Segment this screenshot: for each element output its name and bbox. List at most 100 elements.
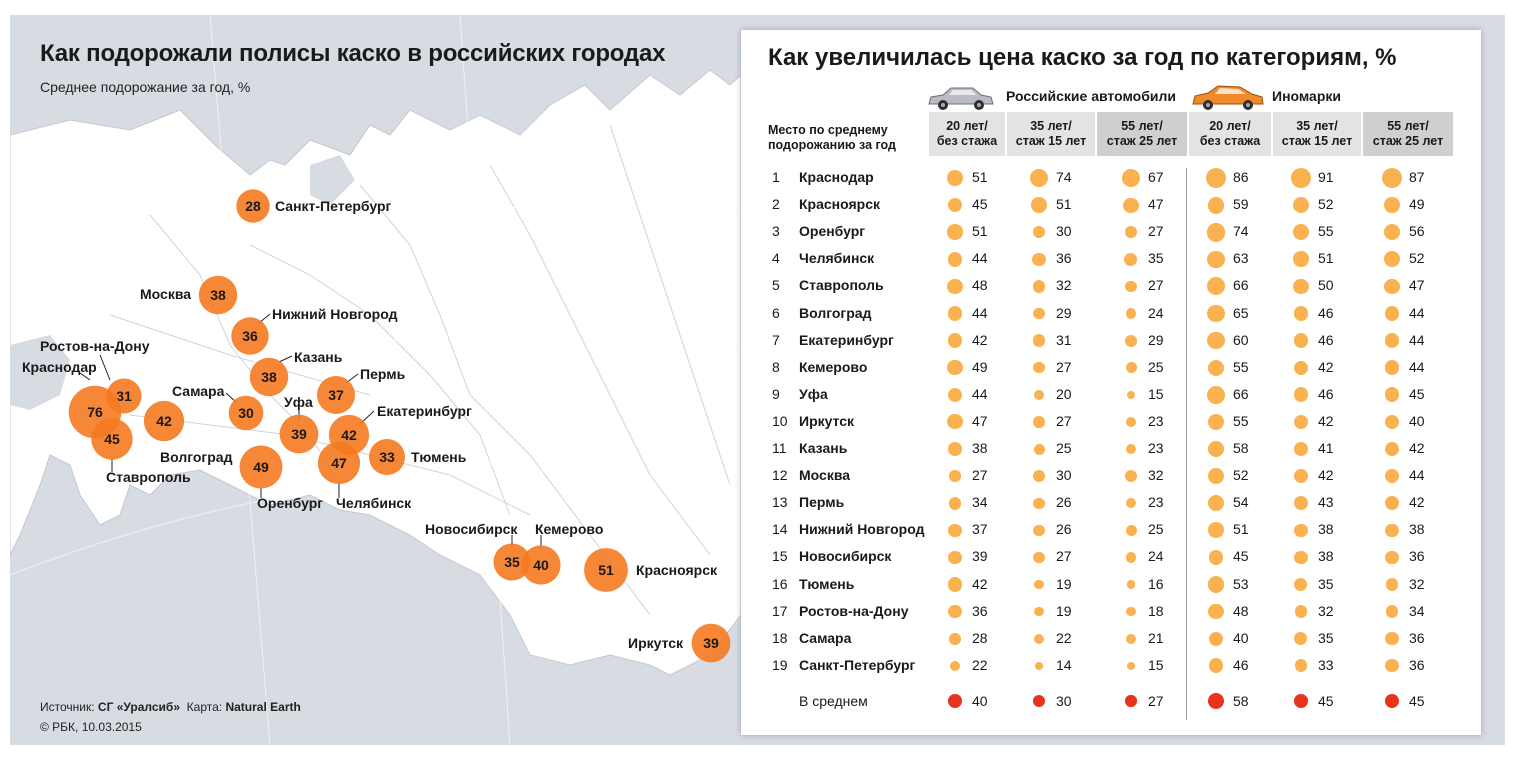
cell-value: 27 xyxy=(1056,548,1072,565)
average-value: 45 xyxy=(1409,693,1425,709)
value-dot xyxy=(1385,659,1399,673)
cell-value: 41 xyxy=(1318,440,1334,456)
city-label: Красноярск xyxy=(636,562,718,578)
value-dot xyxy=(1384,278,1400,294)
city-name: Кемерово xyxy=(799,358,868,375)
cell-value: 30 xyxy=(1056,467,1072,484)
value-dot xyxy=(947,360,963,376)
cell-value: 52 xyxy=(1233,467,1249,484)
city-bubble xyxy=(249,357,289,397)
value-dot xyxy=(1384,306,1400,321)
bubble-value: 42 xyxy=(156,413,172,429)
cell-value: 42 xyxy=(972,575,988,592)
city-name: Новосибирск xyxy=(799,548,892,565)
value-dot xyxy=(1034,661,1044,670)
value-dot xyxy=(1385,523,1399,538)
cell-value: 27 xyxy=(1148,223,1164,240)
cell-value: 86 xyxy=(1233,169,1249,185)
rank-number: 8 xyxy=(772,358,780,375)
cell-value: 40 xyxy=(1409,412,1425,429)
value-dot xyxy=(1125,552,1137,563)
cell-value: 47 xyxy=(972,412,988,429)
cell-value: 27 xyxy=(1056,358,1072,375)
rank-number: 4 xyxy=(772,250,780,267)
city-bubble xyxy=(521,545,561,585)
value-dot xyxy=(1384,468,1400,484)
cell-value: 44 xyxy=(972,304,988,321)
value-dot xyxy=(1033,633,1045,644)
city-label: Волгоград xyxy=(160,449,233,465)
cell-value: 19 xyxy=(1056,602,1072,619)
value-dot xyxy=(1293,495,1309,511)
map-title: Как подорожали полисы каско в российских… xyxy=(40,40,666,67)
value-dot xyxy=(1125,633,1137,644)
city-name: Москва xyxy=(799,467,851,484)
value-dot xyxy=(1206,222,1226,242)
value-dot xyxy=(947,414,963,430)
bubble-value: 38 xyxy=(210,287,226,303)
rank-number: 14 xyxy=(772,521,788,538)
cell-value: 46 xyxy=(1233,656,1249,673)
value-dot xyxy=(1292,224,1310,241)
value-dot xyxy=(1126,661,1136,671)
cell-value: 55 xyxy=(1233,412,1249,429)
value-dot xyxy=(1294,550,1308,565)
city-name: Самара xyxy=(799,629,852,646)
average-value: 30 xyxy=(1056,693,1072,709)
cell-value: 36 xyxy=(1409,629,1425,646)
cell-value: 47 xyxy=(1409,277,1425,294)
cell-value: 74 xyxy=(1056,169,1072,185)
cell-value: 36 xyxy=(1056,250,1072,267)
value-dot xyxy=(1384,441,1400,457)
value-dot xyxy=(1031,197,1047,213)
value-dot xyxy=(947,224,963,241)
value-dot xyxy=(1208,658,1224,674)
cell-value: 33 xyxy=(1318,656,1334,673)
rank-number: 17 xyxy=(772,602,788,619)
value-dot xyxy=(1384,197,1400,213)
value-dot xyxy=(1293,197,1309,214)
city-bubble xyxy=(493,543,531,581)
value-dot xyxy=(1207,440,1225,458)
map-bubbles: 28 Санкт-Петербург 38 Москва 36 Нижний Новгор… xyxy=(22,189,731,663)
col-header-fo-55: 55 лет/ стаж 25 лет xyxy=(1363,112,1453,156)
cell-value: 59 xyxy=(1233,196,1249,213)
value-dot xyxy=(1294,577,1308,591)
city-bubble xyxy=(91,418,133,460)
average-value: 40 xyxy=(972,693,988,709)
rank-number: 6 xyxy=(772,304,780,321)
value-dot xyxy=(1207,304,1225,323)
cell-value: 42 xyxy=(1409,494,1425,511)
value-dot xyxy=(1123,197,1139,213)
value-dot xyxy=(1124,469,1138,483)
value-dot xyxy=(949,632,961,645)
cell-value: 47 xyxy=(1148,196,1164,213)
value-dot xyxy=(1293,414,1309,430)
average-dot xyxy=(1125,695,1137,707)
value-dot xyxy=(948,605,962,619)
value-dot xyxy=(1126,580,1136,589)
value-dot xyxy=(1125,334,1137,347)
cell-value: 46 xyxy=(1318,304,1334,321)
group-divider xyxy=(1186,168,1187,720)
source-label: Источник: xyxy=(40,700,95,714)
cell-value: 38 xyxy=(1318,548,1334,565)
cell-value: 22 xyxy=(972,656,988,673)
copyright: © РБК, 10.03.2015 xyxy=(40,720,142,734)
cell-value: 51 xyxy=(972,169,988,185)
value-dot xyxy=(1383,223,1401,241)
value-dot xyxy=(1033,361,1045,374)
cell-value: 51 xyxy=(1056,196,1072,213)
bubble-value: 30 xyxy=(238,405,254,421)
value-dot xyxy=(1125,416,1137,428)
cell-value: 45 xyxy=(972,196,988,213)
table-title: Как увеличилась цена каско за год по кат… xyxy=(768,44,1397,71)
cell-value: 52 xyxy=(1318,196,1334,213)
value-dot xyxy=(1290,167,1312,189)
map-subtitle: Среднее подорожание за год, % xyxy=(40,79,251,95)
value-dot xyxy=(1385,578,1399,591)
bubble-value: 28 xyxy=(245,198,261,214)
cell-value: 49 xyxy=(972,358,988,375)
city-name: Пермь xyxy=(799,494,845,511)
